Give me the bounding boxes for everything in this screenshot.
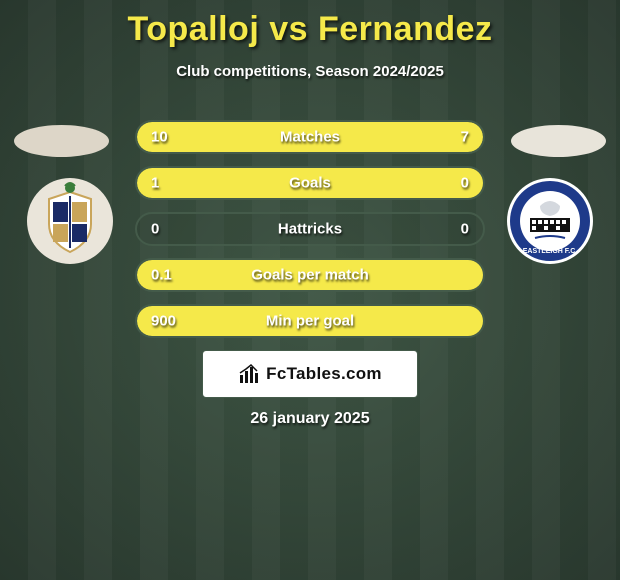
- brand-watermark: FcTables.com: [202, 350, 418, 398]
- stat-row: 10 Matches 7: [135, 120, 485, 154]
- bar-chart-icon: [238, 363, 260, 385]
- date-label: 26 january 2025: [0, 410, 620, 428]
- player-photo-placeholder-left: [14, 125, 109, 157]
- stat-value-right: 0: [461, 221, 469, 238]
- stat-row: 1 Goals 0: [135, 166, 485, 200]
- brand-text: FcTables.com: [266, 364, 382, 384]
- page-title: Topalloj vs Fernandez: [0, 0, 620, 49]
- stat-value-right: 0: [461, 175, 469, 192]
- stat-value-right: 7: [461, 129, 469, 146]
- stat-row: 0.1 Goals per match: [135, 258, 485, 292]
- stat-label: Goals: [137, 175, 483, 192]
- eastleigh-crest-icon: EASTLEIGH F.C.: [507, 178, 593, 264]
- svg-text:EASTLEIGH F.C.: EASTLEIGH F.C.: [523, 248, 578, 255]
- stat-label: Matches: [137, 129, 483, 146]
- stat-label: Goals per match: [137, 267, 483, 284]
- stat-row: 0 Hattricks 0: [135, 212, 485, 246]
- stat-row: 900 Min per goal: [135, 304, 485, 338]
- stat-label: Min per goal: [137, 313, 483, 330]
- club-crest-right: EASTLEIGH F.C.: [507, 178, 593, 264]
- subtitle: Club competitions, Season 2024/2025: [0, 63, 620, 80]
- club-crest-left: [27, 178, 113, 264]
- stats-bars: 10 Matches 7 1 Goals 0 0 Hattricks 0 0.1…: [135, 120, 485, 350]
- player-photo-placeholder-right: [511, 125, 606, 157]
- comparison-card: Topalloj vs Fernandez Club competitions,…: [0, 0, 620, 80]
- shield-crest-icon: [27, 178, 113, 264]
- stat-label: Hattricks: [137, 221, 483, 238]
